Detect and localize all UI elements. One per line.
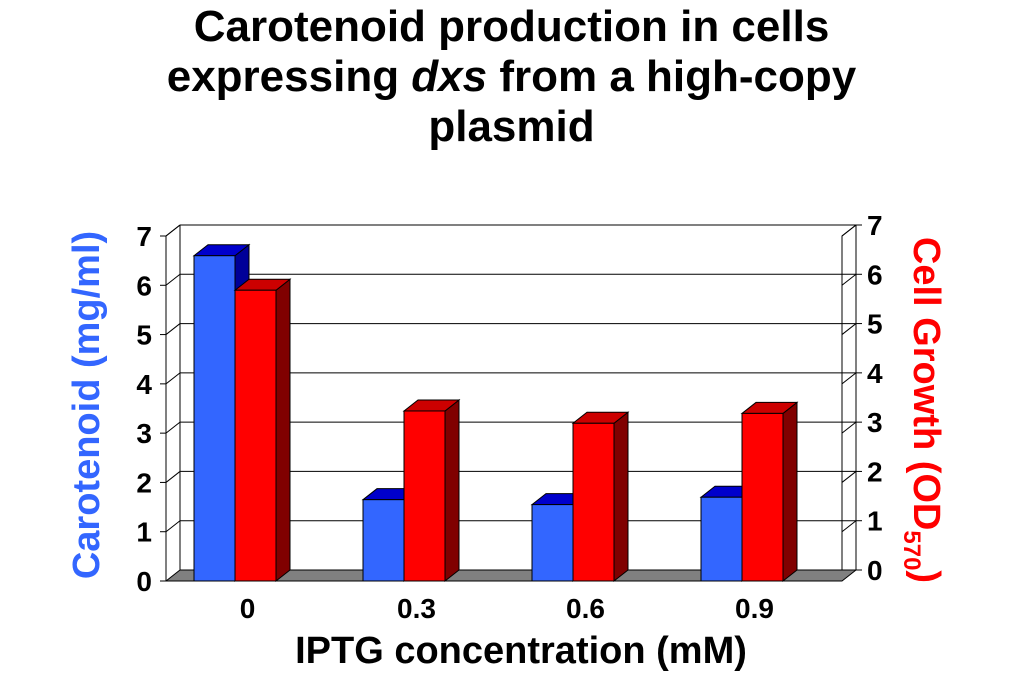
left-axis-title: Carotenoid (mg/ml) [66,231,108,579]
bars [192,243,799,583]
gridline-left-depth [165,421,181,434]
gridline-left-depth [165,224,181,237]
left-tick-label: 4 [136,369,152,400]
bar-front [700,496,743,582]
left-side-wall [165,224,181,581]
left-tick-label: 2 [136,467,152,498]
gridline-left-depth [165,520,181,533]
right-axis-title-subscript: 570 [898,530,925,570]
bar-front [572,422,615,582]
bar-front [193,255,236,582]
title-line-1: Carotenoid production in cells [193,2,830,51]
right-tick-label: 2 [867,456,883,487]
bar-front [362,499,405,582]
left-tick-label: 1 [136,517,152,548]
left-tick-label: 0 [136,566,152,597]
bar-side [613,411,629,583]
gridline-right-depth [841,471,857,483]
bar-cell-growth-0.9 [740,401,799,583]
gridline-left-depth [165,471,181,483]
right-axis-ticks: 0 1 2 3 4 5 6 7 [856,210,883,586]
x-tick-label: 0 [240,593,256,624]
x-tick-label: 0.3 [397,593,436,624]
right-side-wall [841,224,857,581]
bar-side [275,278,291,583]
left-tick-label: 3 [136,418,152,449]
bar-cell-growth-0.3 [402,398,461,583]
gridline-left-depth [165,372,181,385]
x-tick-label: 0.9 [735,593,774,624]
gridline-right-depth [841,520,857,533]
right-tick-label: 1 [867,506,883,537]
right-tick-label: 3 [867,407,883,438]
bar-front [531,504,574,582]
left-tick-label: 7 [136,221,152,252]
left-tick-label: 5 [136,320,152,351]
gridline-right-depth [841,421,857,434]
left-axis-ticks: 0 1 2 3 4 5 6 7 [136,221,166,597]
bar-front [234,289,277,582]
right-tick-label: 7 [867,210,883,241]
title-line-2-pre: expressing [166,52,412,101]
x-axis-title: IPTG concentration (mM) [295,630,747,672]
x-axis-ticks: 0 0.3 0.6 0.9 [240,593,774,624]
right-tick-label: 4 [867,358,883,389]
gridline-left-depth [165,273,181,286]
chart-title: Carotenoid production in cells expressin… [0,2,1023,152]
bar-front [403,410,446,582]
bar-side [444,398,460,583]
bar-cell-growth-0 [233,278,292,583]
gridline-right-depth [841,323,857,335]
left-tick-label: 6 [136,270,152,301]
right-axis-title-close: ) [905,570,947,583]
gridline-left-depth [165,323,181,335]
gridline-right-depth [841,224,857,237]
title-gene-name: dxs [411,52,488,101]
gridline-right-depth [841,273,857,286]
title-line-3: plasmid [428,102,595,151]
x-tick-label: 0.6 [566,593,605,624]
right-tick-label: 0 [867,555,883,586]
right-tick-label: 5 [867,309,883,340]
right-axis-title: Cell Growth (OD570) [898,237,947,583]
title-line-2-post: from a high-copy [487,52,857,101]
right-tick-label: 6 [867,259,883,290]
bar-front [741,412,784,582]
right-axis-title-main: Cell Growth (OD [905,237,947,530]
gridline-right-depth [841,372,857,385]
bar-cell-growth-0.6 [571,411,630,583]
bar-side [782,401,798,583]
